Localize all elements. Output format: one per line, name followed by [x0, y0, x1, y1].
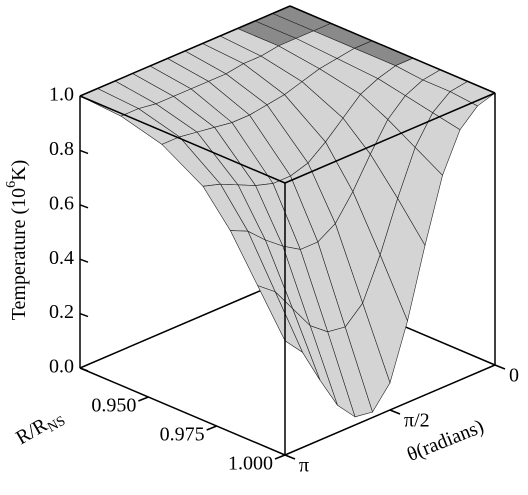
- z-tick-label: 0.6: [49, 192, 74, 214]
- z-tick: [79, 258, 89, 263]
- z-label-text: Temperature (10: [8, 188, 30, 320]
- z-tick: [79, 312, 89, 318]
- box-edge: [79, 5, 291, 97]
- box-edge: [289, 5, 496, 94]
- x-tick: [274, 454, 286, 460]
- x-tick-label: 0.975: [160, 424, 205, 446]
- x-tick-label: 1.000: [228, 453, 273, 475]
- x-axis-label: R/RNS: [12, 405, 68, 452]
- z-tick-label: 0.4: [49, 247, 74, 269]
- y-tick-label: π: [299, 455, 309, 477]
- y-tick: [389, 409, 401, 415]
- y-tick-label: π/2: [404, 410, 430, 432]
- x-label-text: R/R: [12, 413, 51, 449]
- z-tick: [79, 149, 89, 155]
- z-label-unit: K): [8, 160, 30, 181]
- y-tick: [494, 364, 506, 370]
- surface: [79, 5, 496, 418]
- box-edge: [79, 277, 291, 369]
- y-tick-label: 0: [509, 365, 519, 387]
- z-tick: [79, 204, 89, 209]
- z-tick-label: 0.2: [49, 301, 74, 323]
- x-tick: [138, 396, 149, 402]
- box-edge: [284, 92, 496, 184]
- z-tick-label: 0.8: [49, 138, 74, 160]
- z-tick-label: 1.0: [49, 84, 74, 106]
- x-tick: [206, 425, 217, 431]
- y-tick: [284, 454, 296, 460]
- z-axis-label: Temperature (106K): [4, 160, 29, 321]
- box-edge: [79, 367, 286, 456]
- z-label-sup: 6: [4, 181, 19, 188]
- box-edge: [79, 95, 286, 184]
- x-tick-label: 0.950: [91, 395, 136, 417]
- z-tick-label: 0.0: [49, 356, 74, 378]
- front-layer: 0.0 0.2 0.4 0.6 0.8 1.0 0.950 0.975 1.000 π π/2 0: [49, 5, 519, 477]
